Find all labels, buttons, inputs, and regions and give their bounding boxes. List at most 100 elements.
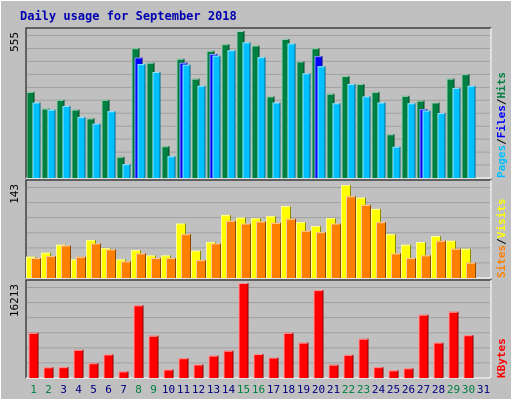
bar-hits-day-5: [86, 118, 95, 178]
panel-max-label: 143: [8, 184, 21, 204]
day-label-22: 22: [342, 383, 355, 396]
side-label-part: Visits: [495, 199, 508, 239]
bar-sites-day-21: [331, 223, 341, 278]
day-label-19: 19: [297, 383, 310, 396]
bar-sites-day-19: [301, 230, 311, 278]
bar-kbytes-day-16: [253, 354, 264, 378]
day-label-30: 30: [462, 383, 475, 396]
bar-pages-day-10: [167, 156, 176, 178]
day-label-21: 21: [327, 383, 340, 396]
bar-kbytes-day-19: [298, 342, 309, 378]
bar-sites-day-12: [196, 260, 206, 278]
day-label-26: 26: [402, 383, 415, 396]
bar-kbytes-day-30: [463, 335, 474, 378]
bar-hits-day-3: [56, 99, 65, 178]
bar-hits-day-24: [371, 91, 380, 178]
bar-sites-day-20: [316, 232, 326, 278]
bar-kbytes-day-22: [343, 354, 354, 378]
day-label-29: 29: [447, 383, 460, 396]
day-labels: 1 2 3 4 5 6 7 8 9 10 11 12 13 14 15 16 17 18 19 20 21 22 23 24 2…: [30, 383, 490, 396]
day-label-15: 15: [237, 383, 250, 396]
day-label-27: 27: [417, 383, 430, 396]
side-label-part: Sites: [495, 245, 508, 278]
chart-bars: [26, 31, 476, 378]
bar-pages-day-11: [182, 64, 191, 178]
bar-hits-day-18: [281, 38, 290, 178]
bar-kbytes-day-26: [403, 368, 414, 378]
day-label-23: 23: [357, 383, 370, 396]
day-label-14: 14: [222, 383, 236, 396]
side-label-part: KBytes: [495, 338, 508, 378]
bar-hits-day-29: [446, 78, 455, 178]
bar-pages-day-17: [272, 102, 281, 178]
panel-max-label: 16213: [8, 284, 21, 317]
bar-sites-day-17: [271, 222, 281, 278]
bar-sites-day-14: [226, 220, 236, 278]
bar-sites-day-4: [76, 256, 86, 278]
day-label-18: 18: [282, 383, 295, 396]
bar-hits-day-14: [221, 44, 230, 179]
bar-pages-day-7: [122, 164, 131, 178]
bar-kbytes-day-17: [268, 357, 279, 378]
bar-sites-day-7: [121, 261, 131, 278]
bar-kbytes-day-21: [328, 364, 339, 378]
bar-hits-day-26: [401, 95, 410, 178]
bar-kbytes-day-18: [283, 332, 294, 378]
bar-pages-day-1: [32, 102, 41, 178]
bar-pages-day-19: [302, 73, 311, 178]
bar-kbytes-day-14: [223, 350, 234, 378]
bar-pages-day-23: [362, 96, 371, 178]
side-label-hits-files-pages: Pages/Files/Hits: [495, 72, 508, 178]
bar-hits-day-15: [236, 31, 245, 178]
bar-kbytes-day-20: [313, 290, 324, 378]
bar-pages-day-27: [422, 110, 431, 178]
bar-sites-day-29: [451, 248, 461, 278]
bar-sites-day-27: [421, 255, 431, 278]
bar-hits-day-25: [386, 134, 395, 178]
bar-sites-day-16: [256, 221, 266, 278]
bar-hits-day-16: [251, 45, 260, 178]
bar-pages-day-18: [287, 43, 296, 178]
bar-pages-day-15: [242, 42, 251, 178]
bar-pages-day-24: [377, 102, 386, 178]
day-label-24: 24: [372, 383, 386, 396]
bar-kbytes-day-9: [148, 335, 159, 378]
bar-hits-day-30: [461, 74, 470, 178]
bar-sites-day-13: [211, 243, 221, 278]
bar-sites-day-9: [151, 258, 161, 278]
bar-sites-day-8: [136, 253, 146, 278]
bar-kbytes-day-29: [448, 311, 459, 378]
bar-kbytes-day-8: [133, 305, 144, 378]
bar-sites-day-5: [91, 243, 101, 278]
bar-hits-day-1: [26, 91, 35, 178]
day-label-25: 25: [387, 383, 400, 396]
bar-kbytes-day-28: [433, 342, 444, 378]
day-label-10: 10: [162, 383, 175, 396]
bar-kbytes-day-5: [88, 363, 99, 378]
bar-hits-day-21: [326, 93, 335, 178]
bar-kbytes-day-3: [58, 367, 69, 378]
bar-sites-day-18: [286, 218, 296, 278]
panel-max-label: 555: [8, 32, 21, 52]
bar-hits-day-7: [116, 156, 125, 178]
day-label-5: 5: [90, 383, 97, 396]
bar-kbytes-day-15: [238, 283, 249, 378]
bar-kbytes-day-12: [193, 364, 204, 378]
day-label-9: 9: [150, 383, 157, 396]
side-label-part: /: [495, 138, 508, 145]
day-label-13: 13: [207, 383, 220, 396]
bar-pages-day-26: [407, 103, 416, 178]
bar-pages-day-3: [62, 105, 71, 178]
bar-sites-day-3: [61, 245, 71, 278]
bar-sites-day-1: [31, 258, 41, 278]
day-label-4: 4: [75, 383, 82, 396]
bar-sites-day-6: [106, 249, 116, 278]
bar-pages-day-25: [392, 146, 401, 178]
day-label-20: 20: [312, 383, 325, 396]
bar-hits-day-17: [266, 96, 275, 178]
side-label-part: Files: [495, 105, 508, 138]
bar-sites-day-2: [46, 256, 56, 278]
bar-kbytes-day-11: [178, 358, 189, 378]
day-label-11: 11: [177, 383, 190, 396]
